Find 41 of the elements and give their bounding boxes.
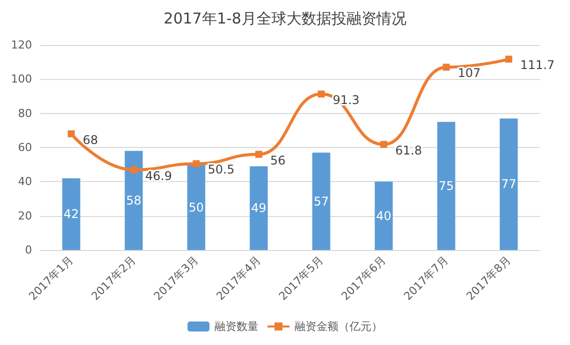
data-label: 58 [126, 193, 142, 208]
y-tick-label: 120 [11, 38, 32, 52]
data-label: 40 [376, 208, 392, 223]
point [380, 140, 388, 148]
bar [312, 152, 330, 250]
bar [374, 182, 393, 250]
data-label: 56 [270, 153, 286, 168]
point [255, 150, 262, 158]
y-tick-label: 0 [25, 244, 32, 256]
y-tick-label: 100 [11, 72, 32, 86]
bar [437, 122, 456, 250]
data-label: 50.5 [208, 162, 234, 177]
data-label: 50 [188, 200, 204, 214]
chart-title: 2017年1-8月全球大数据投融资情况 [164, 10, 406, 28]
y-tick-label: 40 [18, 175, 32, 188]
data-label: 107 [458, 66, 481, 80]
point [68, 130, 75, 138]
data-label: 49 [251, 201, 266, 216]
y-tick-label: 20 [18, 209, 32, 222]
bar [187, 164, 206, 250]
point [318, 90, 325, 98]
data-label: 111.7 [520, 58, 555, 72]
legend-label: 融资数量 [214, 320, 258, 333]
y-tick-label: 80 [18, 106, 32, 120]
bar [62, 178, 80, 250]
legend-label: 融资金额（亿元） [294, 320, 382, 333]
point [192, 160, 200, 168]
bar [500, 118, 518, 250]
point [130, 166, 138, 174]
point [442, 64, 450, 71]
data-label: 46.9 [145, 168, 172, 183]
data-label: 61.8 [395, 143, 422, 158]
y-tick-label: 60 [18, 141, 32, 154]
bar [124, 150, 143, 250]
data-label: 77 [501, 177, 516, 192]
point [505, 56, 512, 63]
data-label: 68 [82, 132, 98, 147]
data-label: 57 [314, 194, 329, 208]
bar [250, 166, 268, 250]
data-label: 42 [64, 207, 79, 222]
data-label: 75 [438, 178, 454, 193]
